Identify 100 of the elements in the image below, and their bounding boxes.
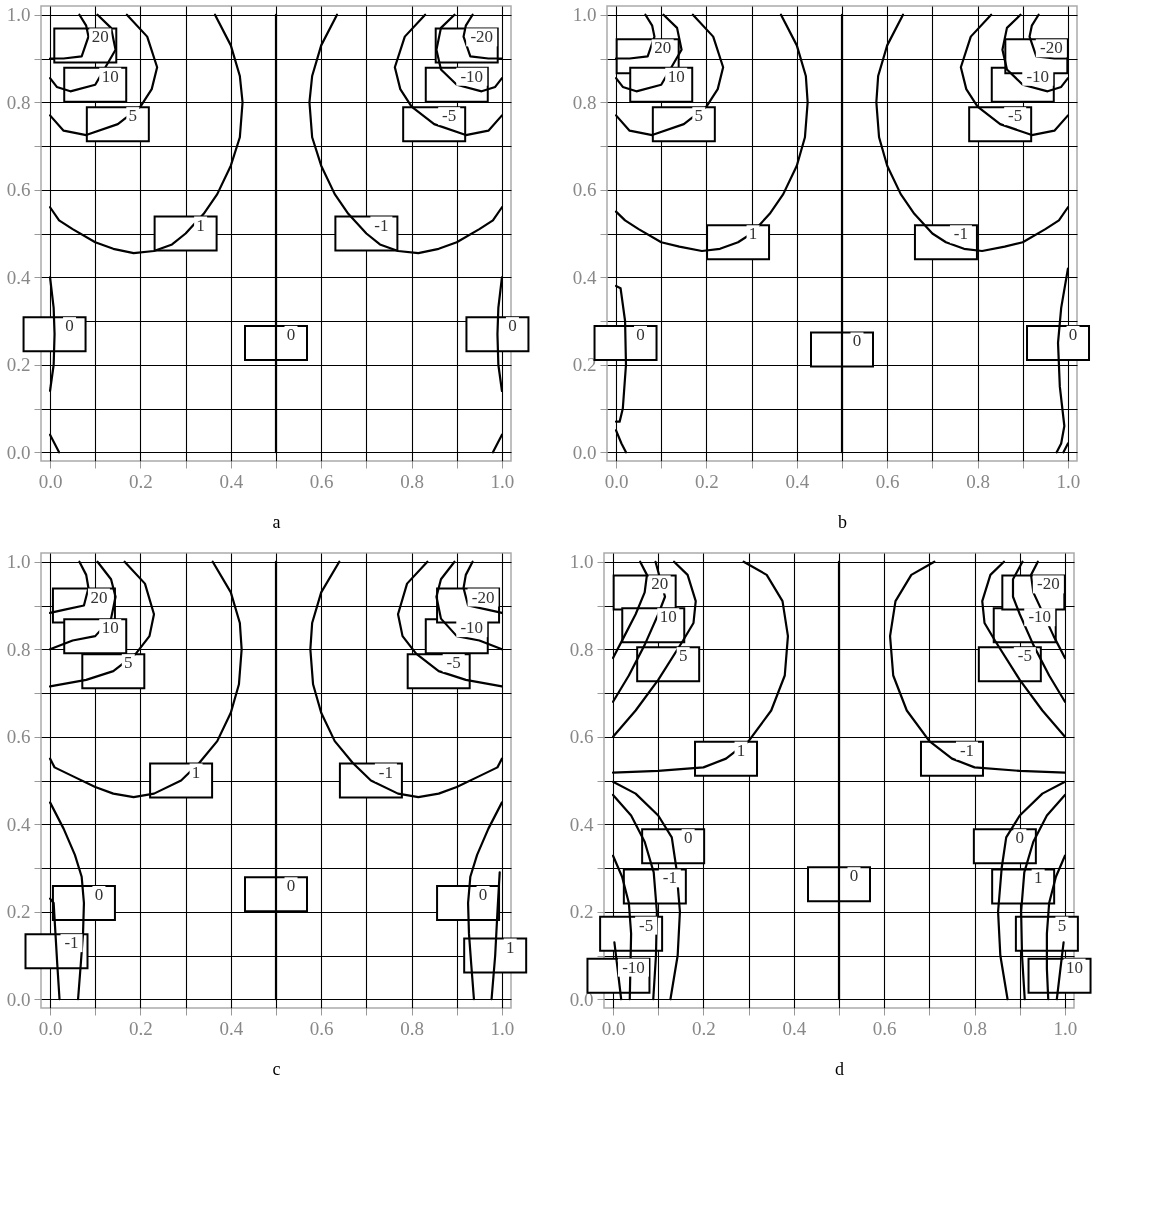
annotation: 20 <box>651 574 669 594</box>
y-tick-label: 0.4 <box>572 266 597 288</box>
annotation: -1 <box>662 868 677 888</box>
y-tick-label: 1.0 <box>572 4 597 26</box>
annotation: 10 <box>101 618 119 638</box>
annotation: 1 <box>736 740 746 760</box>
annotation: 0 <box>636 324 645 344</box>
annotation: -20 <box>471 587 495 607</box>
y-tick-label: 0.0 <box>6 988 31 1010</box>
annotation: -1 <box>953 224 969 244</box>
y-tick-label: 1.0 <box>569 551 594 573</box>
y-tick-label: 0.4 <box>6 266 31 288</box>
annotation: -5 <box>1017 646 1032 666</box>
annotation: 20 <box>90 587 108 607</box>
y-tick-label: 0.6 <box>6 179 31 201</box>
x-tick-label: 0.8 <box>963 1017 987 1039</box>
x-tick-label: 0.6 <box>309 470 334 492</box>
annotation: 1 <box>748 224 758 244</box>
annotation: 5 <box>128 106 138 126</box>
annotation: 0 <box>849 866 859 886</box>
y-tick-label: 0.8 <box>6 638 31 660</box>
x-tick-label: 0.0 <box>38 470 63 492</box>
x-axis-title: a <box>272 511 281 532</box>
annotation: 5 <box>1057 915 1067 935</box>
annotation: -1 <box>959 740 975 760</box>
annotation: 1 <box>196 215 205 235</box>
annotation: 10 <box>101 66 119 86</box>
x-tick-label: 0.4 <box>219 470 244 492</box>
annotation: 20 <box>91 27 109 47</box>
y-tick-label: 0.0 <box>569 988 594 1010</box>
x-tick-label: 0.2 <box>129 1017 153 1039</box>
annotation: -20 <box>1039 38 1063 58</box>
annotation: -1 <box>378 762 393 782</box>
annotation: -5 <box>442 106 457 126</box>
x-tick-label: 0.0 <box>601 1017 626 1039</box>
annotation: 0 <box>508 316 517 336</box>
annotation: -10 <box>622 957 645 977</box>
annotation: 20 <box>654 38 672 58</box>
x-tick-label: 1.0 <box>1056 470 1081 492</box>
y-tick-label: 0.8 <box>569 638 594 660</box>
annotation: 1 <box>191 762 201 782</box>
annotation: 0 <box>286 324 296 344</box>
y-tick-label: 0.4 <box>569 813 594 835</box>
x-tick-label: 0.0 <box>38 1017 63 1039</box>
x-tick-label: 0.2 <box>692 1017 716 1039</box>
annotation: 0 <box>478 885 488 904</box>
annotation: 0 <box>683 828 693 848</box>
annotation: 10 <box>659 607 677 627</box>
annotation: -20 <box>470 27 494 47</box>
x-axis-title: c <box>272 1058 281 1079</box>
annotation: -1 <box>64 933 79 953</box>
y-tick-label: 0.4 <box>6 813 31 835</box>
annotation: -5 <box>639 915 654 935</box>
annotation: 5 <box>678 646 688 666</box>
annotation: 0 <box>1015 828 1025 848</box>
x-axis-title: b <box>838 511 847 532</box>
y-tick-label: 0.8 <box>6 91 31 113</box>
x-tick-label: 0.4 <box>782 1017 807 1039</box>
annotation: -5 <box>446 653 461 673</box>
annotation: -1 <box>374 215 389 235</box>
annotation: -5 <box>1008 106 1023 126</box>
annotation: -10 <box>1026 66 1050 86</box>
y-tick-label: 0.6 <box>569 726 594 748</box>
y-tick-label: 0.8 <box>572 91 597 113</box>
annotation: -20 <box>1036 574 1060 594</box>
x-tick-label: 1.0 <box>490 1017 515 1039</box>
x-tick-label: 0.8 <box>966 470 990 492</box>
annotation: 10 <box>667 66 685 86</box>
annotation: -10 <box>460 66 484 86</box>
annotation: -10 <box>1028 607 1052 627</box>
annotation: 0 <box>286 876 296 896</box>
x-tick-label: 0.2 <box>695 470 719 492</box>
x-tick-label: 0.0 <box>604 470 629 492</box>
y-tick-label: 0.2 <box>6 901 31 923</box>
annotation: 1 <box>1033 868 1043 888</box>
y-tick-label: 0.2 <box>569 901 594 923</box>
x-tick-label: 1.0 <box>1053 1017 1078 1039</box>
y-tick-label: 0.6 <box>6 726 31 748</box>
y-tick-label: 0.2 <box>6 354 31 376</box>
annotation: 10 <box>1066 957 1084 977</box>
x-tick-label: 0.8 <box>400 470 424 492</box>
y-tick-label: 1.0 <box>6 551 31 573</box>
x-tick-label: 0.4 <box>785 470 810 492</box>
annotation: 0 <box>1068 324 1078 344</box>
y-tick-label: 0.0 <box>572 441 597 463</box>
x-tick-label: 0.2 <box>129 470 153 492</box>
y-tick-label: 0.0 <box>6 441 31 463</box>
x-tick-label: 0.8 <box>400 1017 424 1039</box>
x-tick-label: 0.6 <box>875 470 900 492</box>
x-tick-label: 0.6 <box>872 1017 897 1039</box>
annotation: -10 <box>460 618 484 638</box>
annotation: 5 <box>124 653 133 673</box>
x-tick-label: 0.4 <box>219 1017 244 1039</box>
annotation: 0 <box>852 331 862 351</box>
annotation: 1 <box>505 937 515 957</box>
y-tick-label: 0.2 <box>572 354 597 376</box>
x-tick-label: 1.0 <box>490 470 515 492</box>
annotation: 5 <box>694 106 704 126</box>
annotation: 0 <box>65 316 74 336</box>
y-tick-label: 1.0 <box>6 4 31 26</box>
